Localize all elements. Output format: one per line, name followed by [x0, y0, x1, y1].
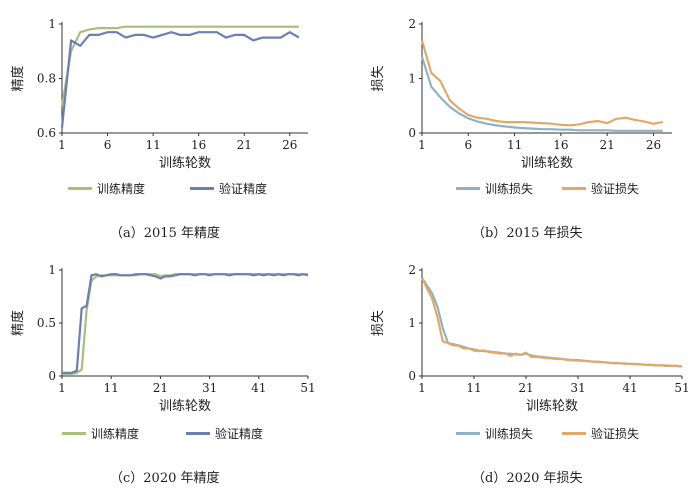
x-tick-label: 26: [282, 138, 297, 152]
legend-label: 训练精度: [97, 182, 146, 196]
x-tick-label: 31: [202, 381, 217, 395]
x-tick-label: 1: [418, 381, 426, 395]
chart-panel-2015-loss: 1 6 11 16 21 26 0 1 2 训练轮数 损失 训练损失 验证损失 （b）2015 年损…: [350, 0, 700, 245]
x-axis-label: 训练轮数: [159, 399, 211, 414]
x-tick-label: 1: [418, 138, 426, 152]
x-tick-label: 51: [300, 381, 315, 395]
legend-swatch: [186, 432, 210, 435]
y-tick-label: 0.8: [37, 72, 56, 86]
x-tick-label: 11: [466, 381, 481, 395]
figure-caption: （a）2015 年精度: [110, 226, 220, 241]
y-tick-label: 0.6: [37, 126, 56, 140]
x-tick-label: 16: [191, 138, 206, 152]
legend-swatch: [62, 432, 86, 435]
legend-swatch: [562, 432, 586, 435]
legend-label: 验证精度: [215, 427, 264, 441]
x-tick-label: 16: [553, 138, 568, 152]
series-line-2: [62, 273, 309, 374]
y-axis-label: 精度: [10, 310, 26, 336]
x-axis-label: 训练轮数: [521, 156, 573, 171]
legend-item: 训练损失: [456, 425, 533, 442]
chart-panel-2015-accuracy: 1 6 11 16 21 26 0.6 0.8 1 训练轮数 精度 训练精度 验证精度 （a）201…: [0, 0, 350, 245]
x-tick-label: 21: [600, 138, 615, 152]
legend-swatch: [68, 187, 92, 190]
x-tick-label: 11: [145, 138, 160, 152]
y-tick-label: 1: [408, 72, 416, 86]
x-tick-label: 1: [58, 381, 66, 395]
y-tick-label: 0: [408, 126, 416, 140]
y-tick-label: 0: [48, 369, 56, 383]
series-line-1: [420, 56, 663, 132]
series-line-1: [421, 277, 683, 368]
legend-item: 训练精度: [62, 425, 139, 442]
x-tick-label: 21: [153, 381, 168, 395]
legend-swatch: [190, 187, 214, 190]
y-tick-label: 0.5: [37, 316, 56, 330]
y-axis-label: 损失: [371, 310, 386, 336]
legend-label: 训练精度: [91, 427, 140, 441]
legend-swatch: [562, 187, 586, 190]
legend-item: 验证精度: [186, 425, 263, 442]
x-tick-label: 21: [518, 381, 533, 395]
legend-item: 训练精度: [68, 180, 145, 197]
legend-label: 训练损失: [485, 182, 534, 196]
y-axis-label: 损失: [371, 65, 386, 91]
y-tick-label: 2: [408, 17, 416, 31]
legend-swatch: [456, 187, 480, 190]
y-tick-label: 1: [48, 17, 56, 31]
figure-caption: （b）2015 年损失: [472, 226, 583, 241]
legend-label: 训练损失: [485, 427, 534, 441]
y-tick-label: 1: [408, 316, 416, 330]
y-tick-label: 2: [408, 263, 416, 277]
x-axis-label: 训练轮数: [526, 399, 578, 414]
y-tick-label: 1: [48, 263, 56, 277]
series-line-1: [60, 25, 299, 106]
figure-caption: （d）2020 年损失: [472, 471, 583, 486]
series-line-2: [421, 277, 683, 368]
legend-item: 训练损失: [456, 180, 533, 197]
legend-label: 验证损失: [591, 427, 640, 441]
x-tick-label: 41: [622, 381, 637, 395]
y-axis-label: 精度: [10, 65, 26, 91]
x-tick-label: 51: [674, 381, 689, 395]
x-tick-label: 11: [104, 381, 119, 395]
chart-panel-2020-loss: 1 11 21 31 41 51 0 1 2 训练轮数 损失 训练损失 验证损失 （d）2020 年…: [350, 245, 700, 489]
legend-label: 验证损失: [591, 182, 640, 196]
x-tick-label: 11: [507, 138, 522, 152]
legend-item: 验证损失: [562, 425, 639, 442]
x-tick-label: 6: [104, 138, 112, 152]
series-line-1: [62, 273, 308, 375]
x-tick-label: 31: [570, 381, 585, 395]
figure-caption: （c）2020 年精度: [110, 471, 220, 486]
legend-item: 验证损失: [562, 180, 639, 197]
legend-swatch: [456, 432, 480, 435]
y-tick-label: 0: [408, 369, 416, 383]
series-line-2: [60, 31, 300, 128]
legend-item: 验证精度: [190, 180, 267, 197]
x-axis-label: 训练轮数: [159, 156, 211, 171]
x-tick-label: 1: [58, 138, 66, 152]
x-tick-label: 6: [464, 138, 472, 152]
chart-panel-2020-accuracy: 1 11 21 31 41 51 0 0.5 1 训练轮数 精度 训练精度 验证精度 （c）2020…: [0, 245, 350, 489]
x-tick-label: 26: [646, 138, 661, 152]
x-tick-label: 21: [237, 138, 252, 152]
series-line-2: [420, 40, 663, 127]
legend-label: 验证精度: [219, 182, 268, 196]
x-tick-label: 41: [251, 381, 266, 395]
